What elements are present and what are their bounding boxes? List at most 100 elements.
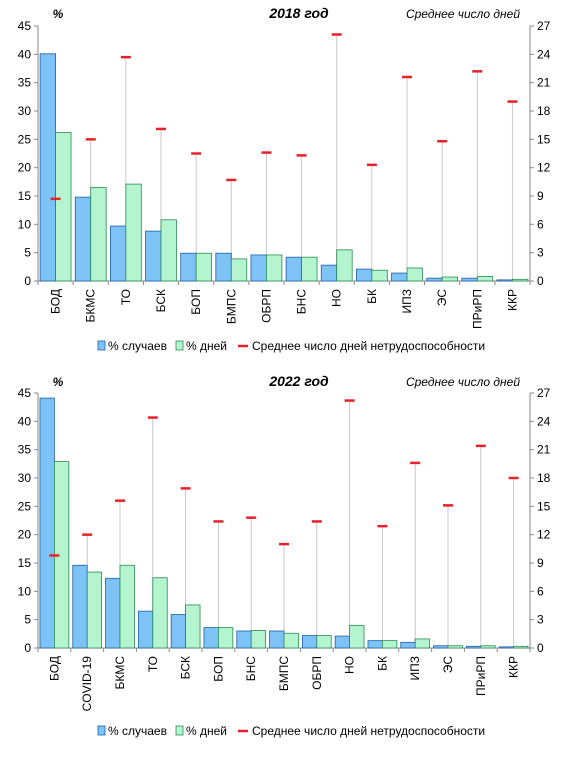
- chart2-bar-cases: [137, 610, 154, 649]
- chart2-y2-tick-label: 24: [537, 414, 551, 428]
- chart1-x-tick-label: БКМС: [84, 289, 98, 323]
- chart2-bar-cases: [39, 397, 55, 649]
- chart2-bar-days: [316, 635, 332, 649]
- chart1-x-tick-label: БОД: [49, 289, 63, 314]
- chart2-y-tick-label: 15: [18, 556, 32, 570]
- chart2-y2-tick-label: 15: [537, 499, 551, 513]
- chart2-bar-cases: [433, 645, 449, 649]
- chart2-y2-tick-label: 21: [537, 443, 551, 457]
- chart1-bar-cases: [109, 225, 127, 282]
- chart2-x-tick-label: БНС: [244, 656, 258, 682]
- chart1-bar-days: [476, 276, 494, 282]
- chart1-y2-tick-label: 6: [537, 217, 544, 231]
- chart1-bar-days: [230, 258, 248, 282]
- chart2-y-tick-label: 25: [18, 499, 32, 513]
- chart1-bar-days: [195, 252, 213, 282]
- chart2-x-tick-label: БКМС: [113, 656, 127, 690]
- chart2-bar-days: [250, 630, 267, 649]
- chart2-legend-label-days: % дней: [186, 724, 227, 738]
- chart1-bar-cases: [215, 252, 232, 282]
- chart2-x-tick-label: COVID-19: [80, 656, 94, 712]
- chart2-x-tick-label: ККР: [507, 656, 521, 678]
- chart1-bar-cases: [180, 252, 197, 282]
- chart2-x-tick-label: БОП: [211, 656, 225, 682]
- chart2-x-tick-label: ОБРП: [310, 656, 324, 690]
- chart2-bar-cases: [465, 645, 482, 649]
- chart2-x-tick-label: ТО: [146, 656, 160, 672]
- chart2-bar-days: [513, 645, 529, 649]
- chart2-x-tick-label: НО: [343, 656, 357, 674]
- chart1-legend-swatch-days: [175, 340, 184, 351]
- chart2-bar-cases: [105, 577, 121, 649]
- chart1-y2-tick-label: 12: [537, 161, 551, 175]
- chart1-x-tick-label: ИПЗ: [400, 289, 414, 314]
- chart2-y2-axis-label: Среднее число дней: [406, 375, 520, 389]
- chart2-bar-days: [414, 638, 431, 649]
- chart2-bar-days: [283, 632, 299, 649]
- chart2-legend-swatch-days: [175, 725, 184, 736]
- chart1-bar-cases: [74, 196, 92, 282]
- chart1-bar-days: [301, 256, 318, 282]
- chart2-bar-days: [480, 645, 496, 649]
- chart2-y2-tick-label: 0: [537, 641, 544, 655]
- chart2-bar-days: [381, 640, 398, 649]
- chart1-y-tick-label: 20: [18, 161, 32, 175]
- chart1-bar-days: [160, 219, 177, 282]
- chart1-bar-cases: [391, 272, 408, 282]
- chart1-x-tick-label: ОБРП: [259, 289, 273, 323]
- chart1-legend-label-avg: Среднее число дней нетрудоспособности: [252, 339, 485, 353]
- chart1-x-tick-label: БНС: [295, 289, 309, 315]
- chart2-bar-cases: [269, 630, 285, 649]
- chart1-x-tick-label: БСК: [154, 289, 168, 312]
- chart1-bar-days: [406, 267, 423, 282]
- chart1-y2-tick-label: 24: [537, 47, 551, 61]
- chart1-bar-days: [55, 132, 72, 282]
- chart2-bar-cases: [400, 641, 416, 649]
- chart2-y2-tick-label: 6: [537, 584, 544, 598]
- chart1-bar-cases: [496, 279, 513, 282]
- chart2-bar-days: [185, 604, 201, 649]
- chart1-bar-cases: [320, 264, 338, 282]
- chart1-y-tick-label: 15: [18, 189, 32, 203]
- chart1-bar-cases: [461, 277, 478, 282]
- chart1-x-tick-label: БМПС: [224, 289, 238, 324]
- chart1-y2-tick-label: 3: [537, 246, 544, 260]
- chart1-y-tick-label: 35: [18, 76, 32, 90]
- chart1-bar-cases: [39, 53, 56, 282]
- chart2-bar-cases: [367, 640, 383, 649]
- chart2-y-tick-label: 5: [24, 613, 31, 627]
- chart1-y-axis-label: %: [53, 7, 64, 21]
- chart1-y-tick-label: 30: [18, 104, 32, 118]
- chart1-bar-cases: [426, 277, 443, 282]
- chart1-bar-cases: [285, 256, 302, 282]
- chart1-x-tick-label: ЭС: [435, 289, 449, 307]
- chart1-y-tick-label: 5: [24, 246, 31, 260]
- chart1-y-tick-label: 45: [18, 19, 32, 33]
- chart2-y2-tick-label: 18: [537, 471, 551, 485]
- chart1-x-tick-label: НО: [330, 289, 344, 307]
- chart1-y2-tick-label: 15: [537, 132, 551, 146]
- chart2-bar-cases: [334, 635, 350, 649]
- chart1-y-tick-label: 25: [18, 132, 32, 146]
- chart1-bar-cases: [145, 230, 162, 282]
- chart1-y-tick-label: 10: [18, 217, 32, 231]
- chart2-x-tick-label: БОД: [47, 656, 61, 681]
- chart1-y2-tick-label: 27: [537, 19, 551, 33]
- chart2-bar-cases: [301, 635, 318, 649]
- chart2-y-tick-label: 40: [18, 414, 32, 428]
- chart1-x-tick-label: ККР: [505, 289, 519, 311]
- chart1-bar-days: [125, 183, 142, 282]
- chart1-x-tick-label: ПРиРП: [470, 289, 484, 329]
- chart1-bar-days: [371, 269, 388, 282]
- chart1-legend-label-cases: % случаев: [108, 339, 167, 353]
- chart2-x-tick-label: БК: [375, 656, 389, 671]
- chart2-y2-tick-label: 27: [537, 386, 551, 400]
- chart1-bar-days: [266, 254, 283, 282]
- chart1-x-tick-label: ТО: [119, 289, 133, 305]
- chart2-bar-cases: [236, 630, 252, 649]
- chart1-legend-swatch-cases: [97, 340, 106, 351]
- chart2-legend-label-avg: Среднее число дней нетрудоспособности: [252, 724, 485, 738]
- chart1-bar-cases: [250, 254, 267, 282]
